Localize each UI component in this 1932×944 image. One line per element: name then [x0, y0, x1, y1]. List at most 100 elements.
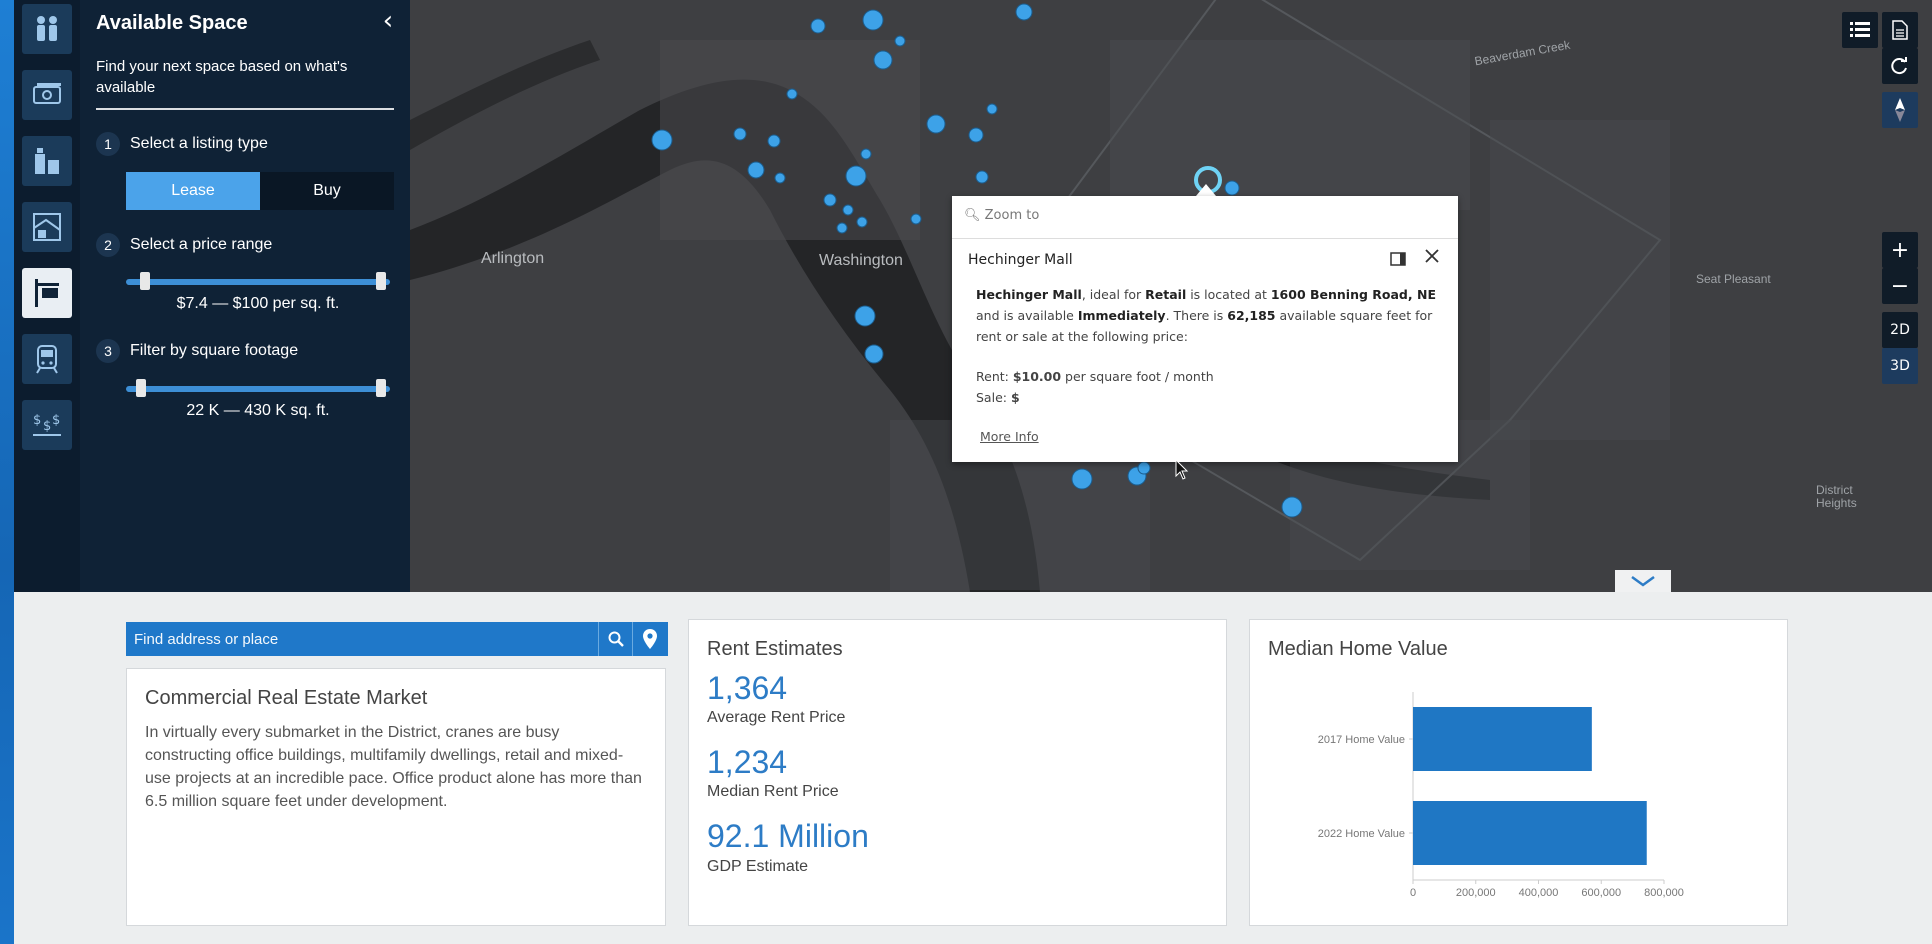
- step-square-footage: 3 Filter by square footage: [96, 339, 298, 363]
- compass-button[interactable]: [1882, 92, 1918, 128]
- document-icon: [1892, 20, 1908, 40]
- panel-subtitle: Find your next space based on what's ava…: [96, 58, 348, 96]
- average-rent-value: 1,364: [707, 670, 788, 706]
- listing-type-toggle: Lease Buy: [126, 172, 394, 210]
- popup-title: Hechinger Mall: [968, 252, 1073, 268]
- refresh-button[interactable]: [1882, 48, 1918, 84]
- people-icon[interactable]: [22, 4, 72, 54]
- map-layers-icon[interactable]: [22, 202, 72, 252]
- step-price-range: 2 Select a price range: [96, 233, 272, 257]
- list-icon: [1850, 22, 1870, 37]
- price-min-handle[interactable]: [140, 272, 150, 290]
- card-title: Commercial Real Estate Market: [145, 687, 428, 709]
- left-edge-strip: [0, 0, 14, 944]
- sale-value: $: [1010, 390, 1020, 405]
- category-label: 2022 Home Value: [1318, 828, 1405, 840]
- step-label: Filter by square footage: [130, 342, 299, 359]
- map-label-district-heights: District Heights: [1816, 483, 1857, 510]
- property-use: Retail: [1145, 287, 1187, 302]
- median-home-value-card: Median Home Value 2017 Home Value 2022 Ho…: [1249, 619, 1788, 926]
- rent-unit: per square foot / month: [1061, 369, 1214, 384]
- property-address: 1600 Benning Road, NE: [1270, 287, 1436, 302]
- search-input[interactable]: [126, 622, 598, 656]
- transit-icon[interactable]: [22, 334, 72, 384]
- view-2d-button[interactable]: 2D: [1882, 312, 1918, 348]
- icon-rail: $ $ $: [14, 0, 80, 592]
- card-text: In virtually every submarket in the Dist…: [145, 724, 642, 810]
- dock-popup-button[interactable]: [1390, 252, 1406, 268]
- close-popup-button[interactable]: [1422, 248, 1442, 268]
- zoom-out-button[interactable]: −: [1882, 268, 1918, 304]
- x-tick-label: 400,000: [1519, 887, 1559, 899]
- property-sqft: 62,185: [1227, 308, 1276, 323]
- step-listing-type: 1 Select a listing type: [96, 132, 268, 156]
- zoom-to-label: Zoom to: [984, 208, 1040, 223]
- for-rent-sign-icon[interactable]: [22, 268, 72, 318]
- money-icon[interactable]: [22, 70, 72, 120]
- view-3d-button[interactable]: 3D: [1882, 348, 1918, 384]
- price-max-handle[interactable]: [376, 272, 386, 290]
- search-button[interactable]: [598, 622, 632, 656]
- price-range-slider[interactable]: [126, 272, 390, 290]
- popup-description: Hechinger Mall, ideal for Retail is loca…: [976, 284, 1442, 347]
- expand-bottom-panel-button[interactable]: [1615, 570, 1671, 592]
- magnifier-icon: 🔍︎: [964, 208, 981, 223]
- commercial-market-card: Commercial Real Estate Market In virtual…: [126, 668, 666, 926]
- collapse-panel-button[interactable]: ‹: [382, 6, 394, 36]
- property-name: Hechinger Mall: [976, 287, 1082, 302]
- zoom-in-button[interactable]: +: [1882, 232, 1918, 268]
- x-tick-label: 200,000: [1456, 887, 1496, 899]
- search-bar: [126, 622, 668, 656]
- more-info-link[interactable]: More Info: [980, 429, 1039, 444]
- close-icon: [1425, 249, 1439, 263]
- document-button[interactable]: [1882, 12, 1918, 48]
- sqft-range-slider[interactable]: [126, 379, 390, 397]
- legend-list-button[interactable]: [1842, 12, 1878, 48]
- sale-label: Sale:: [976, 390, 1011, 405]
- divider: [96, 108, 394, 110]
- svg-text:$: $: [43, 419, 51, 434]
- sqft-range-label: 22 K — 430 K sq. ft.: [186, 402, 330, 419]
- popup-pointer: [1196, 184, 1216, 196]
- rent-estimates-card: Rent Estimates 1,364 Average Rent Price …: [688, 619, 1227, 926]
- zoom-to-link[interactable]: 🔍︎ Zoom to: [964, 208, 1039, 223]
- sqft-max-handle[interactable]: [376, 379, 386, 397]
- bar: [1413, 707, 1592, 771]
- map-label-arlington: Arlington: [481, 250, 545, 267]
- svg-text:$: $: [52, 413, 60, 428]
- refresh-icon: [1891, 57, 1907, 75]
- step-number: 2: [96, 233, 120, 257]
- property-availability: Immediately: [1077, 308, 1166, 323]
- x-tick-label: 600,000: [1581, 887, 1621, 899]
- popup-text: is located at: [1186, 287, 1271, 302]
- popup-divider: [952, 238, 1458, 239]
- lease-button[interactable]: Lease: [126, 172, 260, 210]
- rent-value: $10.00: [1012, 369, 1062, 384]
- popup-text: and is available: [976, 308, 1078, 323]
- popup-text: available square feet for rent or sale a…: [976, 308, 1433, 344]
- step-number: 1: [96, 132, 120, 156]
- dollar-chart-icon[interactable]: $ $ $: [22, 400, 72, 450]
- x-tick-label: 800,000: [1644, 887, 1684, 899]
- sqft-min-handle[interactable]: [136, 379, 146, 397]
- popup-prices: Rent: $10.00 per square foot / month Sal…: [976, 366, 1214, 408]
- popup-text: . There is: [1165, 308, 1228, 323]
- gdp-value: 92.1 Million: [707, 818, 869, 854]
- card-title: Rent Estimates: [707, 638, 843, 660]
- buy-button[interactable]: Buy: [260, 172, 394, 210]
- step-label: Select a price range: [130, 236, 273, 253]
- locate-button[interactable]: [632, 622, 666, 656]
- category-label: 2017 Home Value: [1318, 734, 1405, 746]
- median-rent-value: 1,234: [707, 744, 788, 780]
- card-title: Median Home Value: [1268, 638, 1448, 660]
- step-label: Select a listing type: [130, 135, 268, 152]
- rent-label: Rent:: [976, 369, 1013, 384]
- svg-text:$: $: [33, 413, 41, 428]
- buildings-icon[interactable]: [22, 136, 72, 186]
- x-tick-label: 0: [1410, 887, 1416, 899]
- price-range-label: $7.4 — $100 per sq. ft.: [176, 295, 340, 312]
- feature-popup: 🔍︎ Zoom to Hechinger Mall Hechinger Mall…: [952, 196, 1458, 462]
- gdp-label: GDP Estimate: [707, 858, 809, 875]
- location-pin-icon: [642, 629, 657, 649]
- step-number: 3: [96, 339, 120, 363]
